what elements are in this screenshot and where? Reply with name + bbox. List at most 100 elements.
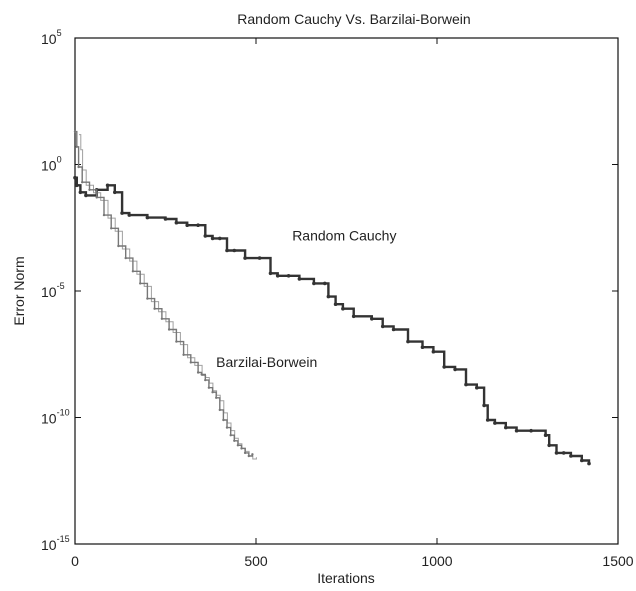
data-point: [81, 181, 84, 184]
y-tick-base: 10: [41, 158, 57, 174]
data-point: [175, 340, 178, 343]
data-point: [333, 302, 338, 307]
x-tick-label: 0: [71, 553, 79, 569]
data-point: [225, 426, 229, 429]
data-point: [420, 345, 425, 350]
series-label: Random Cauchy: [292, 227, 396, 243]
data-point: [464, 382, 468, 387]
data-point: [391, 327, 396, 332]
y-tick-base: 10: [41, 284, 57, 300]
data-point: [475, 385, 479, 390]
data-point: [145, 215, 150, 220]
y-tick-label: 10-5: [41, 281, 65, 300]
data-point: [215, 396, 218, 399]
data-point: [406, 339, 410, 344]
y-tick-exponent: 0: [57, 155, 62, 165]
data-point: [95, 196, 98, 199]
y-tick-exponent: 5: [57, 28, 62, 38]
data-point: [587, 461, 591, 466]
data-point: [482, 403, 486, 408]
series-0: Random Cauchy: [73, 175, 591, 466]
y-tick-exponent: -15: [57, 534, 70, 544]
data-point: [485, 418, 490, 422]
data-point: [204, 378, 207, 382]
data-point: [232, 248, 237, 253]
x-tick-label: 1000: [421, 553, 452, 569]
data-point: [218, 236, 222, 241]
series-layer: Random Cauchy Barzilai-Borwein: [73, 130, 591, 466]
data-point: [210, 236, 215, 241]
x-axis-label: Iterations: [317, 570, 375, 586]
data-point: [286, 274, 291, 278]
data-point: [380, 324, 385, 329]
series-line-shadow: [79, 134, 257, 460]
data-point: [127, 213, 132, 217]
data-point: [312, 281, 316, 286]
y-tick-label: 10-15: [41, 534, 70, 553]
data-point: [218, 408, 221, 412]
data-point: [185, 223, 189, 227]
data-point: [146, 297, 149, 300]
data-point: [75, 145, 79, 148]
series-1: Barzilai-Borwein: [73, 130, 317, 460]
data-point: [569, 454, 573, 458]
data-point: [203, 234, 208, 238]
data-point: [131, 270, 135, 273]
data-point: [77, 165, 80, 169]
data-point: [370, 317, 374, 321]
y-tick-label: 100: [41, 155, 62, 174]
data-point: [561, 451, 566, 455]
data-point: [160, 317, 164, 320]
data-point: [196, 371, 200, 374]
data-point: [117, 244, 120, 248]
y-tick-base: 10: [41, 537, 57, 553]
data-point: [211, 391, 214, 394]
y-tick-exponent: -5: [57, 281, 65, 291]
data-point: [233, 439, 236, 442]
data-point: [580, 458, 584, 463]
data-point: [257, 256, 262, 260]
x-tick-label: 1500: [602, 553, 633, 569]
data-point: [431, 349, 436, 354]
data-point: [236, 444, 240, 447]
data-point: [102, 213, 106, 217]
data-point: [174, 220, 179, 225]
y-tick-label: 105: [41, 28, 62, 47]
data-point: [529, 428, 533, 433]
data-point: [297, 277, 302, 281]
data-point: [110, 227, 113, 230]
data-point: [543, 433, 548, 438]
data-point: [323, 281, 327, 286]
y-tick-label: 10-10: [41, 408, 70, 427]
x-tick-label: 500: [244, 553, 268, 569]
plot-frame: [74, 37, 619, 545]
data-point: [167, 328, 171, 331]
data-point: [453, 367, 457, 372]
data-point: [200, 373, 203, 376]
data-point: [207, 386, 211, 389]
data-point: [493, 421, 497, 425]
y-tick-base: 10: [41, 411, 57, 427]
data-point: [120, 211, 124, 215]
data-point: [547, 443, 551, 448]
data-point: [222, 418, 225, 422]
data-point: [225, 248, 229, 253]
data-point: [113, 190, 117, 195]
data-point: [514, 428, 519, 433]
data-point: [153, 307, 156, 310]
data-point: [124, 256, 127, 260]
data-point: [341, 306, 345, 311]
data-point: [268, 271, 273, 276]
data-point: [504, 425, 508, 430]
data-point: [78, 190, 83, 195]
data-point: [105, 183, 110, 188]
data-point: [247, 454, 250, 458]
data-point: [243, 256, 247, 260]
data-point: [251, 453, 254, 456]
data-point: [73, 175, 77, 180]
data-point: [182, 353, 185, 356]
data-point: [240, 447, 243, 450]
data-point: [163, 217, 168, 221]
